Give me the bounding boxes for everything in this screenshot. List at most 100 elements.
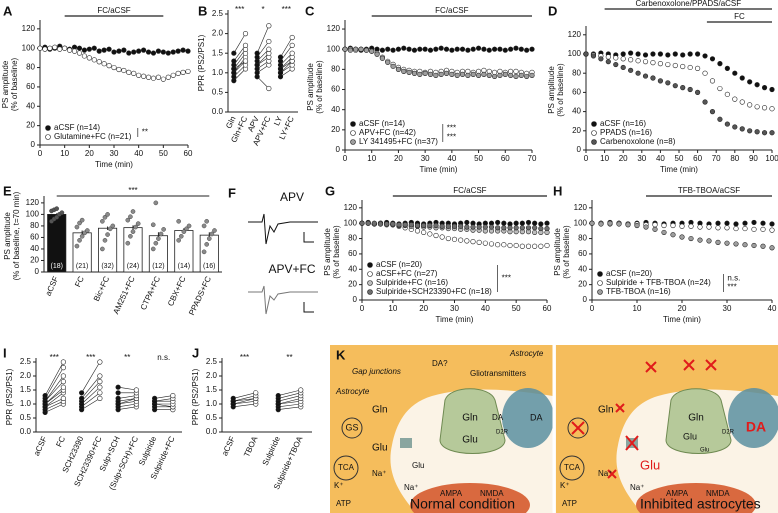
- postsynaptic: [636, 483, 756, 513]
- data-point: [598, 221, 604, 227]
- data-point: [158, 231, 164, 237]
- x-tick-label: 20: [394, 154, 403, 163]
- diagram-right-shapes: [556, 345, 778, 513]
- data-point: [702, 53, 708, 59]
- pair-line: [280, 37, 293, 58]
- data-point: [454, 46, 460, 52]
- data-point: [724, 220, 730, 226]
- x-tick-label: 20: [619, 154, 628, 163]
- data-point: [672, 51, 678, 57]
- data-point: [481, 71, 487, 77]
- pair-line: [44, 361, 64, 396]
- data-point: [532, 225, 538, 231]
- data-point: [454, 72, 460, 79]
- pair-line: [233, 398, 256, 402]
- data-point: [91, 45, 97, 51]
- y-tick-label: 60: [572, 88, 581, 97]
- data-point: [116, 48, 122, 54]
- pair-line: [44, 403, 64, 413]
- y-tick-label: 0: [35, 267, 40, 276]
- legend-marker: [350, 121, 356, 127]
- data-point: [153, 240, 159, 246]
- data-point: [52, 44, 58, 50]
- data-point: [508, 72, 514, 79]
- data-point: [384, 221, 390, 227]
- stat-annotation: ***: [86, 353, 95, 362]
- data-point: [100, 246, 105, 252]
- data-point: [289, 34, 295, 41]
- data-point: [170, 49, 176, 55]
- data-point: [628, 67, 634, 73]
- block-marks: [571, 359, 717, 479]
- y-tick-label: 2.5: [212, 9, 224, 18]
- y-tick-label: 0.5: [206, 413, 218, 422]
- data-point: [657, 51, 664, 57]
- data-point: [507, 225, 513, 231]
- data-point: [443, 70, 450, 76]
- legend-label: aCSF (n=20): [376, 260, 422, 269]
- y-tick-label: 40: [30, 244, 39, 253]
- data-point: [406, 46, 412, 52]
- legend-label: aCSF (n=14): [54, 123, 100, 132]
- data-point: [81, 53, 87, 59]
- data-point: [739, 75, 745, 81]
- data-point: [769, 245, 775, 251]
- data-point: [54, 214, 60, 220]
- data-point: [97, 390, 103, 396]
- data-point: [57, 46, 63, 52]
- data-point: [445, 223, 451, 229]
- data-point: [482, 240, 488, 246]
- data-point: [79, 217, 85, 223]
- diagram-left-shapes: [330, 345, 554, 513]
- data-point: [100, 219, 105, 224]
- data-point: [525, 243, 532, 249]
- data-point: [60, 359, 66, 365]
- y-tick-label: 100: [574, 218, 588, 227]
- y-tick-label: 0: [353, 295, 358, 304]
- data-point: [165, 74, 171, 80]
- pair-line: [118, 403, 137, 408]
- data-point: [732, 124, 738, 130]
- pair-line: [278, 395, 301, 402]
- pair-line: [44, 375, 64, 402]
- n-label: (24): [127, 263, 139, 270]
- data-point: [438, 45, 444, 51]
- y-tick-label: 1.5: [206, 385, 218, 394]
- data-point: [513, 73, 519, 80]
- data-point: [470, 224, 476, 230]
- data-point: [742, 225, 748, 232]
- data-point: [133, 387, 139, 393]
- label: Inhibited astrocytes: [640, 496, 761, 512]
- data-point: [486, 72, 492, 79]
- data-point: [105, 212, 110, 217]
- y-tick-label: 0.0: [212, 107, 224, 116]
- data-point: [204, 242, 209, 247]
- data-point: [60, 395, 66, 402]
- y-axis-label: PS amplitude: [3, 212, 12, 260]
- data-point: [97, 395, 103, 402]
- x-tick-label: 100: [765, 154, 778, 163]
- y-tick-label: 60: [578, 249, 587, 258]
- panel-label: C: [305, 3, 315, 18]
- x-tick-label: LY: [272, 114, 284, 127]
- data-point: [529, 46, 535, 52]
- data-point: [544, 242, 550, 249]
- trace-label: APV: [280, 190, 304, 204]
- pair-line: [280, 60, 293, 74]
- data-point: [96, 48, 102, 54]
- legend-marker: [591, 130, 597, 136]
- y-tick-label: 20: [30, 256, 39, 265]
- label: Gln: [688, 413, 704, 424]
- data-point: [620, 51, 626, 57]
- data-point: [374, 51, 380, 57]
- y-tick-label: 1.0: [212, 68, 224, 77]
- trace-label: APV+FC: [268, 262, 315, 276]
- data-point: [175, 70, 181, 76]
- data-point: [185, 68, 191, 75]
- label: Normal condition: [410, 496, 515, 512]
- data-point: [635, 51, 641, 57]
- data-point: [650, 75, 656, 81]
- data-point: [77, 238, 82, 243]
- label: D2R: [496, 430, 509, 436]
- label: NMDA: [480, 489, 504, 498]
